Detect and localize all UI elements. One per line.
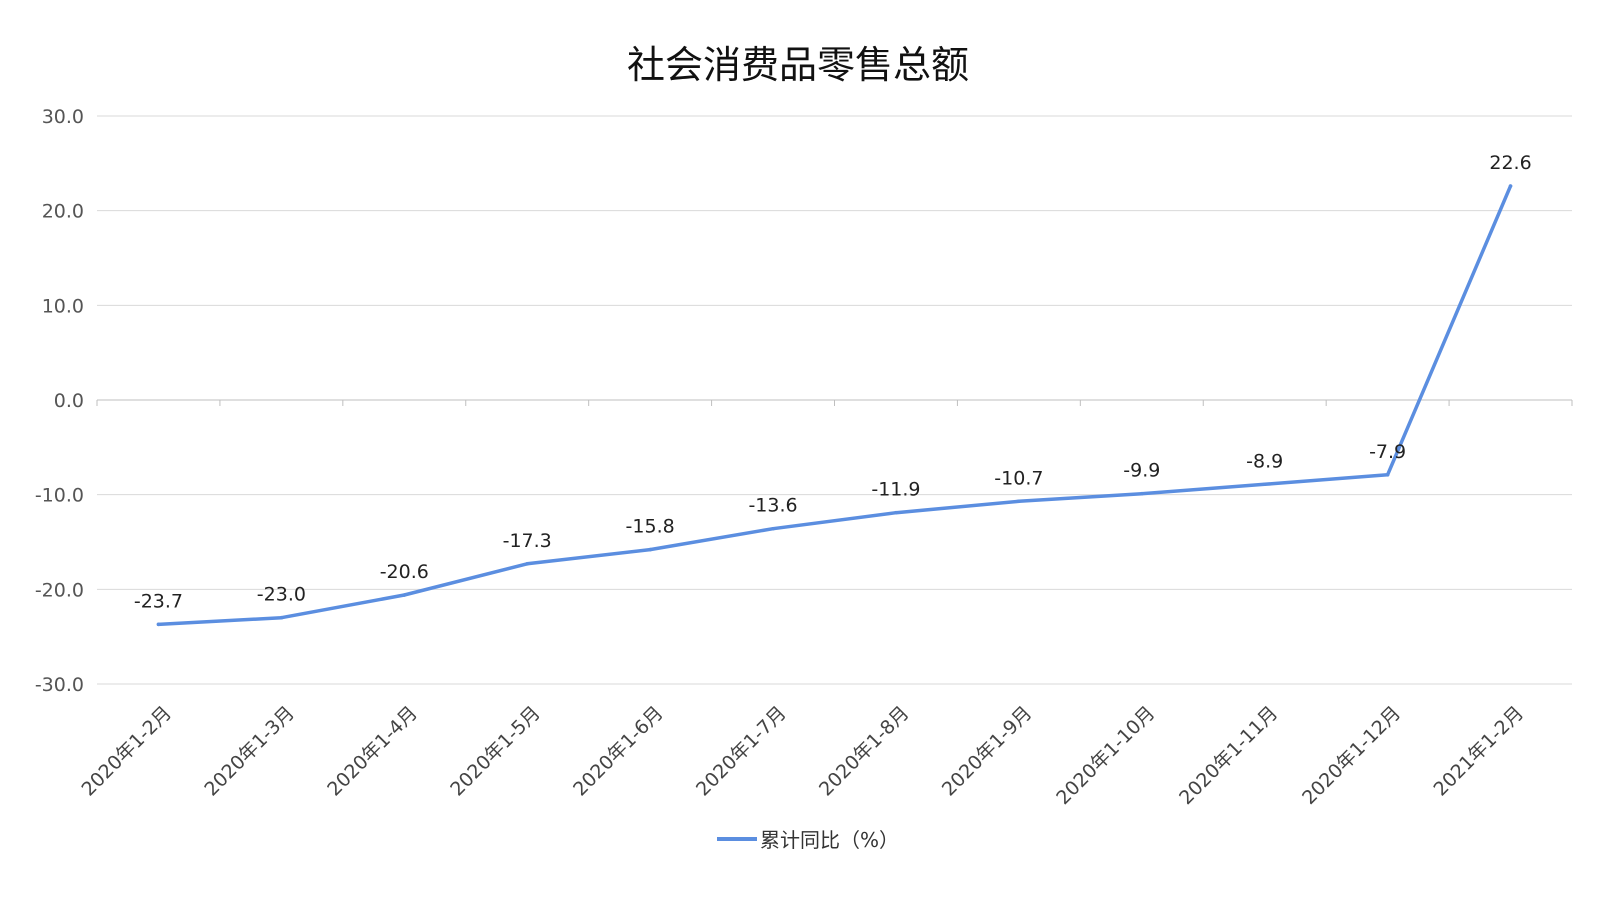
data-label: -8.9 <box>1246 450 1283 472</box>
y-tick-label: 20.0 <box>42 201 84 223</box>
series-line <box>156 184 1513 627</box>
legend-label: 累计同比（%） <box>760 828 899 852</box>
data-point <box>279 615 284 620</box>
x-tick-label: 2020年1-6月 <box>569 702 668 801</box>
data-point <box>402 593 407 597</box>
data-label: -9.9 <box>1123 460 1160 482</box>
data-label-layer: -23.7 -23.0 -20.6 -17.3 -15.8 -13.6 -11.9 -10.7… <box>134 152 1532 612</box>
y-tick-label: -20.0 <box>35 579 84 601</box>
x-tick-label: 2020年1-5月 <box>446 702 545 801</box>
data-point <box>1017 499 1021 504</box>
data-point <box>1508 184 1513 188</box>
data-label: -13.6 <box>748 495 797 517</box>
x-tick-label: 2021年1-2月 <box>1430 702 1529 801</box>
x-tick-label: 2020年1-2月 <box>77 702 176 801</box>
data-point <box>648 547 652 552</box>
data-point <box>1385 472 1390 477</box>
data-label: -15.8 <box>626 516 675 538</box>
data-point <box>894 510 898 515</box>
x-tick-label: 2020年1-7月 <box>692 702 791 801</box>
data-point <box>1139 491 1144 496</box>
data-point <box>771 526 775 531</box>
data-label: -17.3 <box>503 530 552 552</box>
x-tick-label: 2020年1-11月 <box>1175 702 1282 809</box>
data-point <box>525 561 530 566</box>
x-tick-label: 2020年1-10月 <box>1052 702 1159 809</box>
y-tick-label: -10.0 <box>35 485 84 507</box>
data-label: 22.6 <box>1489 152 1531 174</box>
grid-layer <box>97 115 1572 685</box>
y-tick-label: 30.0 <box>42 106 84 128</box>
series-layer <box>156 184 1513 627</box>
data-label: -10.7 <box>994 467 1043 489</box>
x-tick-label: 2020年1-12月 <box>1298 702 1405 809</box>
data-label: -23.7 <box>134 590 183 612</box>
data-label: -11.9 <box>871 479 920 501</box>
x-tick-label: 2020年1-4月 <box>323 702 422 801</box>
legend: 累计同比（%） <box>717 828 899 852</box>
y-tick-label: -30.0 <box>35 674 84 696</box>
data-label: -7.9 <box>1369 441 1406 463</box>
x-tick-label: 2020年1-8月 <box>815 702 914 801</box>
x-tick-label: 2020年1-9月 <box>938 702 1037 801</box>
data-point <box>1262 482 1267 487</box>
data-point <box>156 622 161 627</box>
data-label: -23.0 <box>257 584 306 606</box>
data-label: -20.6 <box>380 561 429 583</box>
x-tick-label: 2020年1-3月 <box>200 702 299 801</box>
y-tick-label: 10.0 <box>42 295 84 317</box>
y-tick-label: 0.0 <box>54 390 84 412</box>
chart-title: 社会消费品零售总额 <box>627 43 969 87</box>
